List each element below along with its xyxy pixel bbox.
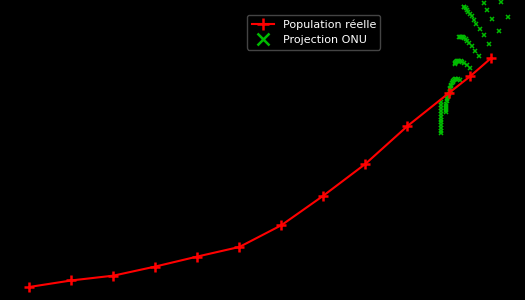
Legend: Population réelle, Projection ONU: Population réelle, Projection ONU (247, 15, 381, 50)
